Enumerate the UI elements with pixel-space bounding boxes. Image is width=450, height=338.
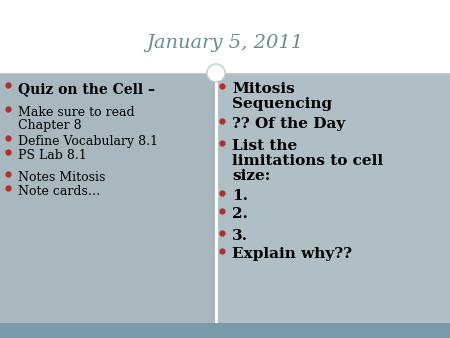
FancyBboxPatch shape	[0, 0, 450, 73]
Text: size:: size:	[232, 169, 270, 183]
FancyBboxPatch shape	[218, 73, 450, 323]
Text: Explain why??: Explain why??	[232, 247, 352, 261]
Text: 1.: 1.	[232, 189, 248, 203]
Text: 2.: 2.	[232, 207, 248, 221]
Text: January 5, 2011: January 5, 2011	[146, 34, 304, 52]
Text: PS Lab 8.1: PS Lab 8.1	[18, 149, 87, 162]
Circle shape	[207, 64, 225, 82]
FancyBboxPatch shape	[0, 73, 215, 323]
Text: 3.: 3.	[232, 229, 248, 243]
Text: ?? Of the Day: ?? Of the Day	[232, 117, 345, 131]
Text: Make sure to read: Make sure to read	[18, 106, 135, 119]
FancyBboxPatch shape	[0, 323, 450, 338]
Text: limitations to cell: limitations to cell	[232, 154, 383, 168]
Text: Notes Mitosis: Notes Mitosis	[18, 171, 105, 184]
Text: Sequencing: Sequencing	[232, 97, 332, 111]
Text: Chapter 8: Chapter 8	[18, 119, 81, 132]
Text: Note cards…: Note cards…	[18, 185, 100, 198]
Text: Quiz on the Cell –: Quiz on the Cell –	[18, 82, 155, 96]
Text: List the: List the	[232, 139, 297, 153]
Text: Define Vocabulary 8.1: Define Vocabulary 8.1	[18, 135, 158, 148]
Text: Mitosis: Mitosis	[232, 82, 295, 96]
